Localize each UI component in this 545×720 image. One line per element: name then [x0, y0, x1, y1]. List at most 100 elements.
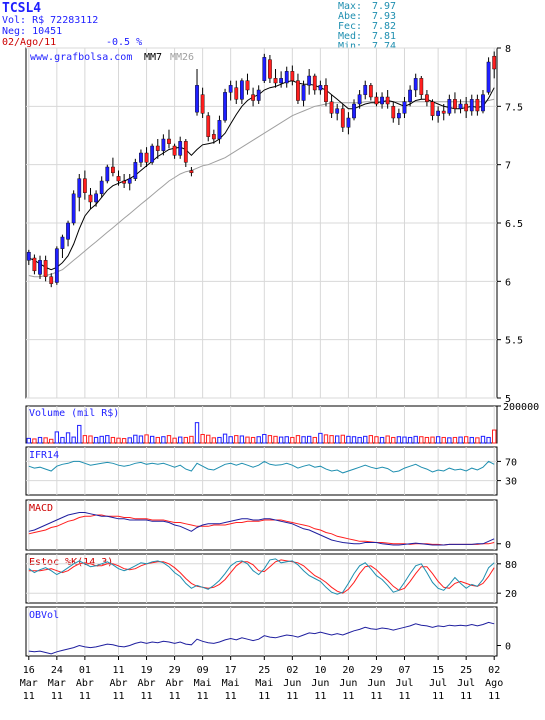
- candle-body: [133, 162, 138, 179]
- x-tick-month: Mai: [255, 678, 273, 689]
- volume-bar: [105, 435, 110, 444]
- candle-body: [453, 99, 457, 109]
- candle-body: [77, 178, 82, 198]
- x-tick-day: 29: [169, 665, 181, 676]
- x-tick-day: 19: [141, 665, 153, 676]
- x-tick-year: 11: [23, 691, 35, 702]
- volume-bar: [262, 433, 267, 444]
- x-tick-day: 11: [112, 665, 124, 676]
- candle-body: [172, 145, 177, 156]
- volume-bar: [200, 433, 205, 444]
- x-tick-year: 11: [488, 691, 500, 702]
- panel-frame-stoch: [25, 553, 498, 604]
- volume-bar: [295, 435, 301, 444]
- volume-bar: [43, 437, 48, 444]
- price-tick-label: 8: [505, 44, 511, 55]
- macd-line: [28, 512, 495, 546]
- x-tick-day: 01: [79, 665, 91, 676]
- volume-bar: [250, 436, 256, 444]
- obv-title: OBVol: [29, 610, 59, 621]
- volume-bar: [374, 436, 379, 444]
- volume-bar: [144, 434, 149, 444]
- x-tick-year: 11: [51, 691, 63, 702]
- x-tick-year: 11: [197, 691, 209, 702]
- candle-body: [66, 222, 70, 240]
- volume-bar: [385, 435, 390, 444]
- x-tick-month: Abr: [76, 678, 94, 689]
- change-label: -0.5 %: [106, 37, 143, 48]
- macd-title: MACD: [29, 503, 53, 514]
- volume-bar: [211, 437, 217, 444]
- x-tick-day: 20: [342, 665, 354, 676]
- candle-body: [268, 59, 272, 79]
- candle-body: [402, 101, 407, 114]
- x-tick-month: Mai: [222, 678, 240, 689]
- volume-bar: [486, 436, 491, 444]
- volume-bar: [239, 435, 245, 444]
- candle-body: [189, 170, 194, 174]
- x-tick-month: Abr: [166, 678, 184, 689]
- volume-bar: [267, 435, 273, 444]
- volume-bar: [245, 436, 250, 444]
- volume-bar: [435, 436, 441, 444]
- candle-body: [447, 99, 452, 114]
- price-tick-label: 7.5: [505, 102, 523, 113]
- price-tick-label: 5: [505, 394, 511, 405]
- x-tick-month: Abr: [138, 678, 156, 689]
- volume-bar: [166, 435, 172, 444]
- volume-bar: [189, 435, 194, 444]
- volume-bar: [178, 436, 183, 444]
- candle-body: [178, 141, 183, 156]
- trades-label: Neg: 10451: [2, 26, 63, 37]
- volume-bar: [469, 436, 474, 444]
- volume-bar: [273, 435, 278, 444]
- stoch-tick-label: 80: [505, 560, 517, 571]
- stat-open-label: Abe:: [338, 11, 363, 22]
- volume-bar: [363, 435, 368, 444]
- ifr-line: [28, 460, 495, 474]
- x-tick-year: 11: [370, 691, 382, 702]
- volume-bar: [155, 436, 160, 444]
- stat-max-value: 7.97: [372, 1, 397, 12]
- candle-body: [122, 180, 127, 184]
- candle-body: [223, 92, 227, 121]
- obv-line: [28, 621, 495, 655]
- stoch-title: Estoc %K(14,3): [29, 557, 113, 568]
- volume-bar: [379, 436, 385, 444]
- candle-body: [54, 248, 59, 283]
- panel-frame-obv: [25, 606, 498, 657]
- stat-open-value: 7.93: [372, 11, 397, 22]
- candle-body: [346, 117, 351, 128]
- x-tick-month: Jul: [457, 678, 475, 689]
- candle-body: [234, 87, 239, 100]
- volume-bar: [402, 436, 407, 444]
- x-tick-day: 02: [286, 665, 298, 676]
- x-tick-year: 11: [141, 691, 153, 702]
- panel-frame-vol: [25, 405, 498, 444]
- volume-title: Volume (mil R$): [29, 408, 119, 419]
- candle-body: [200, 94, 205, 114]
- candle-body: [88, 194, 93, 203]
- candle-body: [363, 85, 368, 95]
- volume-bar: [323, 434, 329, 444]
- volume-bar: [318, 432, 323, 444]
- volume-bar: [54, 431, 60, 444]
- candle-body: [318, 85, 323, 91]
- volume-bar: [222, 433, 228, 444]
- candle-body: [239, 80, 244, 100]
- volume-bar: [82, 435, 88, 444]
- watermark: www.grafbolsa.com: [30, 52, 132, 63]
- candle-body: [183, 141, 188, 163]
- candle-body: [251, 94, 255, 101]
- x-tick-month: Jul: [395, 678, 413, 689]
- volume-bar: [206, 434, 211, 444]
- volume-bar: [335, 435, 340, 444]
- candle-body: [111, 166, 115, 174]
- candle-body: [458, 103, 463, 109]
- volume-bar: [65, 432, 71, 444]
- panel-frame-ifr: [25, 446, 498, 496]
- volume-bar: [121, 438, 127, 444]
- candle-body: [307, 75, 312, 86]
- x-tick-year: 11: [342, 691, 354, 702]
- candle-body: [340, 108, 345, 128]
